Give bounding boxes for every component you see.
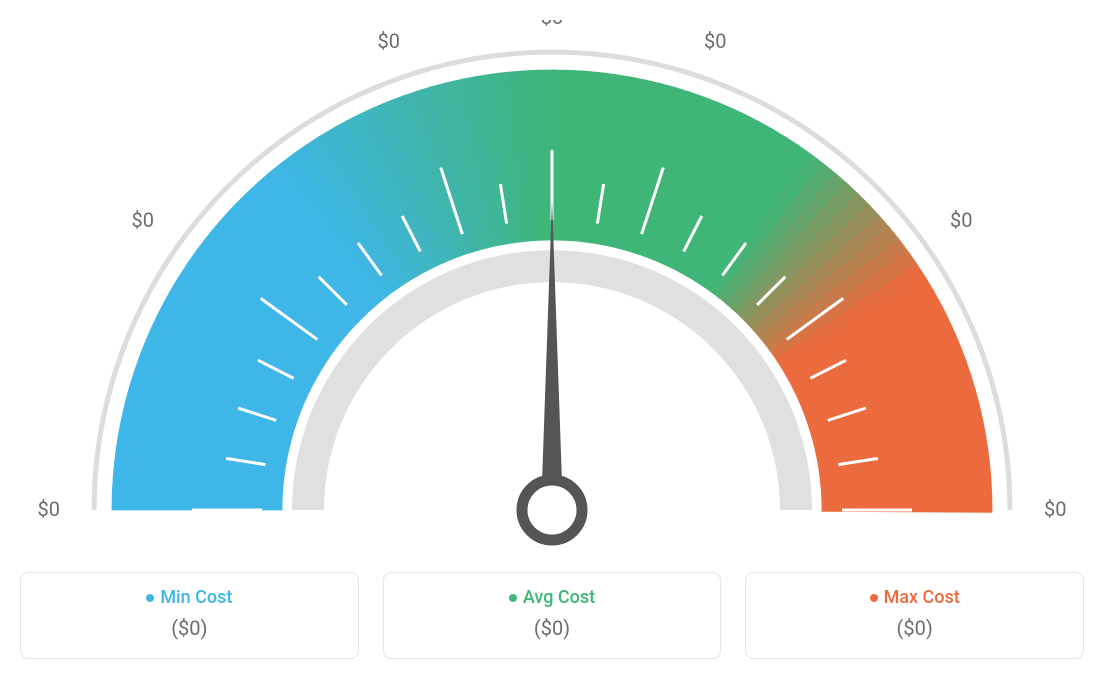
legend-card-max: Max Cost ($0) bbox=[745, 572, 1084, 659]
legend-value: ($0) bbox=[402, 616, 703, 640]
gauge-needle-hub bbox=[522, 480, 582, 540]
gauge-tick-label: $0 bbox=[541, 20, 563, 29]
legend-title-text: Max Cost bbox=[884, 587, 960, 608]
legend-title: Max Cost bbox=[764, 587, 1065, 608]
gauge-tick-label: $0 bbox=[38, 497, 60, 521]
legend-dot-icon bbox=[509, 594, 517, 602]
gauge-tick-label: $0 bbox=[704, 29, 726, 53]
legend-value: ($0) bbox=[39, 616, 340, 640]
legend-card-avg: Avg Cost ($0) bbox=[383, 572, 722, 659]
legend-title: Min Cost bbox=[39, 587, 340, 608]
legend-dot-icon bbox=[870, 594, 878, 602]
legend-title-text: Avg Cost bbox=[523, 587, 595, 608]
gauge-tick-label: $0 bbox=[1044, 497, 1066, 521]
legend-card-min: Min Cost ($0) bbox=[20, 572, 359, 659]
cost-gauge-chart: $0$0$0$0$0$0$0 Min Cost($0)Avg Cost($0)M… bbox=[20, 20, 1084, 659]
gauge-needle bbox=[541, 200, 563, 510]
legend-row: Min Cost ($0) Avg Cost ($0) Max Cost ($0) bbox=[20, 572, 1084, 659]
gauge-tick-label: $0 bbox=[377, 29, 399, 53]
gauge-area: $0 $0 $0 $0 $0 $0 $0 bbox=[20, 20, 1084, 560]
legend-dot-icon bbox=[146, 594, 154, 602]
legend-title-text: Min Cost bbox=[160, 587, 232, 608]
gauge-svg: $0 $0 $0 $0 $0 $0 $0 bbox=[20, 20, 1084, 560]
gauge-tick-label: $0 bbox=[950, 208, 972, 232]
gauge-tick-label: $0 bbox=[131, 208, 153, 232]
legend-value: ($0) bbox=[764, 616, 1065, 640]
legend-title: Avg Cost bbox=[402, 587, 703, 608]
